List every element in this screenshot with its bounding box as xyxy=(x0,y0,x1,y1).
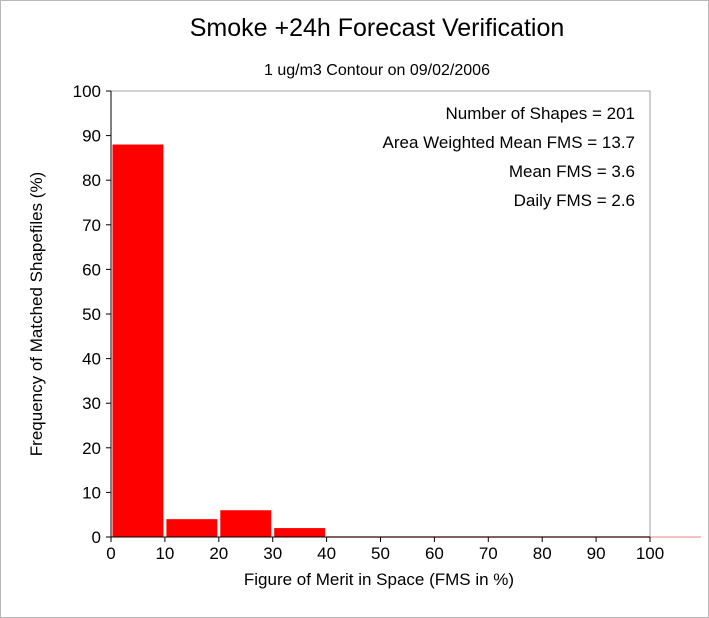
histogram-bar xyxy=(274,528,326,537)
y-tick-label: 80 xyxy=(82,171,101,190)
y-tick-label: 50 xyxy=(82,305,101,324)
x-tick-label: 0 xyxy=(106,544,115,563)
y-tick-label: 20 xyxy=(82,439,101,458)
x-tick-label: 30 xyxy=(263,544,282,563)
x-tick-label: 100 xyxy=(636,544,664,563)
y-axis-label: Frequency of Matched Shapefiles (%) xyxy=(27,172,46,456)
y-tick-label: 10 xyxy=(82,483,101,502)
x-tick-label: 50 xyxy=(371,544,390,563)
histogram-bar xyxy=(112,144,164,537)
x-tick-label: 20 xyxy=(209,544,228,563)
y-tick-label: 60 xyxy=(82,260,101,279)
y-tick-label: 0 xyxy=(92,528,101,547)
y-tick-label: 70 xyxy=(82,216,101,235)
stats-annotation: Area Weighted Mean FMS = 13.7 xyxy=(383,133,635,152)
x-tick-label: 80 xyxy=(533,544,552,563)
histogram-bar xyxy=(166,519,218,537)
y-tick-label: 30 xyxy=(82,394,101,413)
stats-annotation: Number of Shapes = 201 xyxy=(446,104,635,123)
axes-group: 0 10 20 30 40 50 60 70 80 90 100 0 10 20 30 40 50 60 70 80 9… xyxy=(73,82,665,563)
x-tick-label: 70 xyxy=(479,544,498,563)
x-tick-label: 90 xyxy=(587,544,606,563)
x-tick-label: 60 xyxy=(425,544,444,563)
histogram-bar xyxy=(220,510,272,537)
x-tick-label: 40 xyxy=(317,544,336,563)
x-tick-label: 10 xyxy=(155,544,174,563)
x-axis-label: Figure of Merit in Space (FMS in %) xyxy=(244,570,514,589)
stats-annotation: Mean FMS = 3.6 xyxy=(509,162,635,181)
chart-title: Smoke +24h Forecast Verification xyxy=(190,14,565,42)
annotations-group: Number of Shapes = 201 Area Weighted Mean… xyxy=(383,104,635,210)
chart-subtitle: 1 ug/m3 Contour on 09/02/2006 xyxy=(264,62,490,79)
y-tick-label: 90 xyxy=(82,127,101,146)
y-tick-label: 40 xyxy=(82,350,101,369)
y-tick-label: 100 xyxy=(73,82,101,101)
plot-frame xyxy=(110,90,651,538)
stats-annotation: Daily FMS = 2.6 xyxy=(514,191,635,210)
